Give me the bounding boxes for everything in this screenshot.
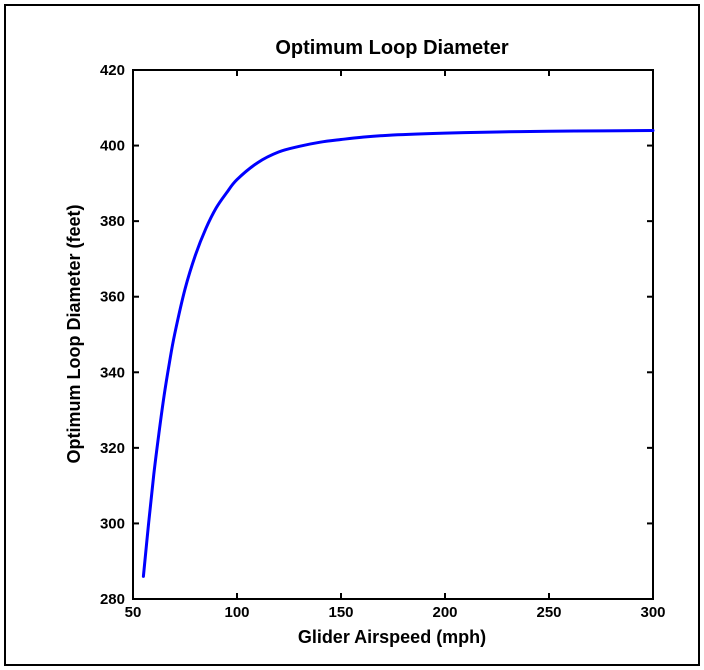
axes-box bbox=[132, 69, 654, 600]
chart-title: Optimum Loop Diameter bbox=[275, 37, 509, 59]
y-tick-label: 380 bbox=[100, 213, 125, 230]
x-axis-label: Glider Airspeed (mph) bbox=[298, 627, 486, 647]
x-tick-label: 50 bbox=[125, 604, 142, 621]
x-tick-label: 300 bbox=[640, 604, 665, 621]
x-tick-label: 100 bbox=[224, 604, 249, 621]
y-axis-label: Optimum Loop Diameter (feet) bbox=[64, 204, 84, 463]
x-tick-label: 150 bbox=[328, 604, 353, 621]
y-tick-label: 300 bbox=[100, 515, 125, 532]
y-tick-label: 340 bbox=[100, 364, 125, 381]
ticks-group: 50 100 150 200 250 300 280 300 320 340 360 380 400 42… bbox=[100, 62, 666, 621]
y-tick-label: 280 bbox=[100, 591, 125, 608]
x-tick-label: 200 bbox=[432, 604, 457, 621]
y-tick-label: 320 bbox=[100, 440, 125, 457]
plot-area: 50 100 150 200 250 300 280 300 320 340 360 380 400 42… bbox=[100, 62, 666, 621]
y-tick-label: 400 bbox=[100, 138, 125, 155]
y-tick-label: 420 bbox=[100, 62, 125, 79]
series-line-0 bbox=[141, 128, 655, 578]
series-group bbox=[141, 128, 655, 578]
x-tick-label: 250 bbox=[536, 604, 561, 621]
y-tick-label: 360 bbox=[100, 289, 125, 306]
